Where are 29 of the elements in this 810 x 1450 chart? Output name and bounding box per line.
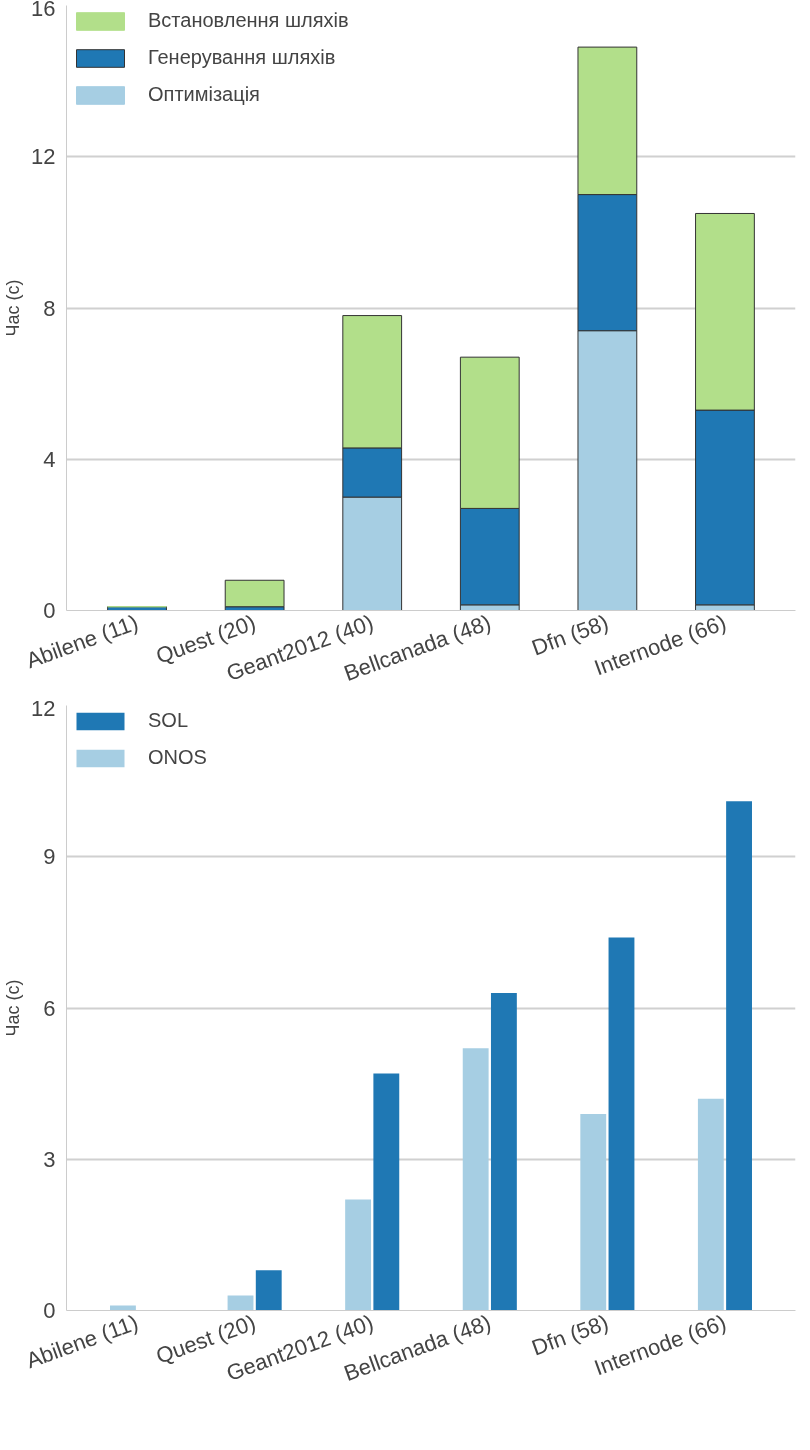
bar <box>580 1113 607 1311</box>
bar <box>227 1295 254 1311</box>
bar <box>255 1270 282 1311</box>
bar <box>462 1048 489 1311</box>
legend-label: Оптимізація <box>148 83 260 106</box>
bar <box>608 937 635 1311</box>
legend-label: ONOS <box>148 746 207 769</box>
y-tick-label: 4 <box>43 446 56 472</box>
y-tick-label: 6 <box>43 995 56 1021</box>
y-tick-label: 0 <box>43 1298 56 1323</box>
legend-label: Встановлення шляхів <box>148 9 349 32</box>
bar <box>345 1199 372 1311</box>
y-axis-title: Час (с) <box>3 979 24 1037</box>
y-tick-label: 3 <box>43 1146 56 1172</box>
legend-label: SOL <box>148 709 189 732</box>
y-tick-label: 12 <box>31 144 56 170</box>
bar <box>110 1305 136 1311</box>
legend-label: Генерування шляхів <box>148 46 336 69</box>
bar <box>697 1098 724 1311</box>
y-tick-label: 9 <box>43 844 56 870</box>
y-tick-label: 0 <box>43 598 56 623</box>
bar <box>224 579 285 608</box>
y-tick-label: 12 <box>31 695 56 721</box>
bar <box>373 1073 400 1311</box>
bar <box>490 992 517 1311</box>
y-tick-label: 16 <box>31 0 56 21</box>
y-axis-title: Час (с) <box>3 279 24 337</box>
bar <box>726 801 752 1311</box>
y-tick-label: 8 <box>43 295 56 321</box>
